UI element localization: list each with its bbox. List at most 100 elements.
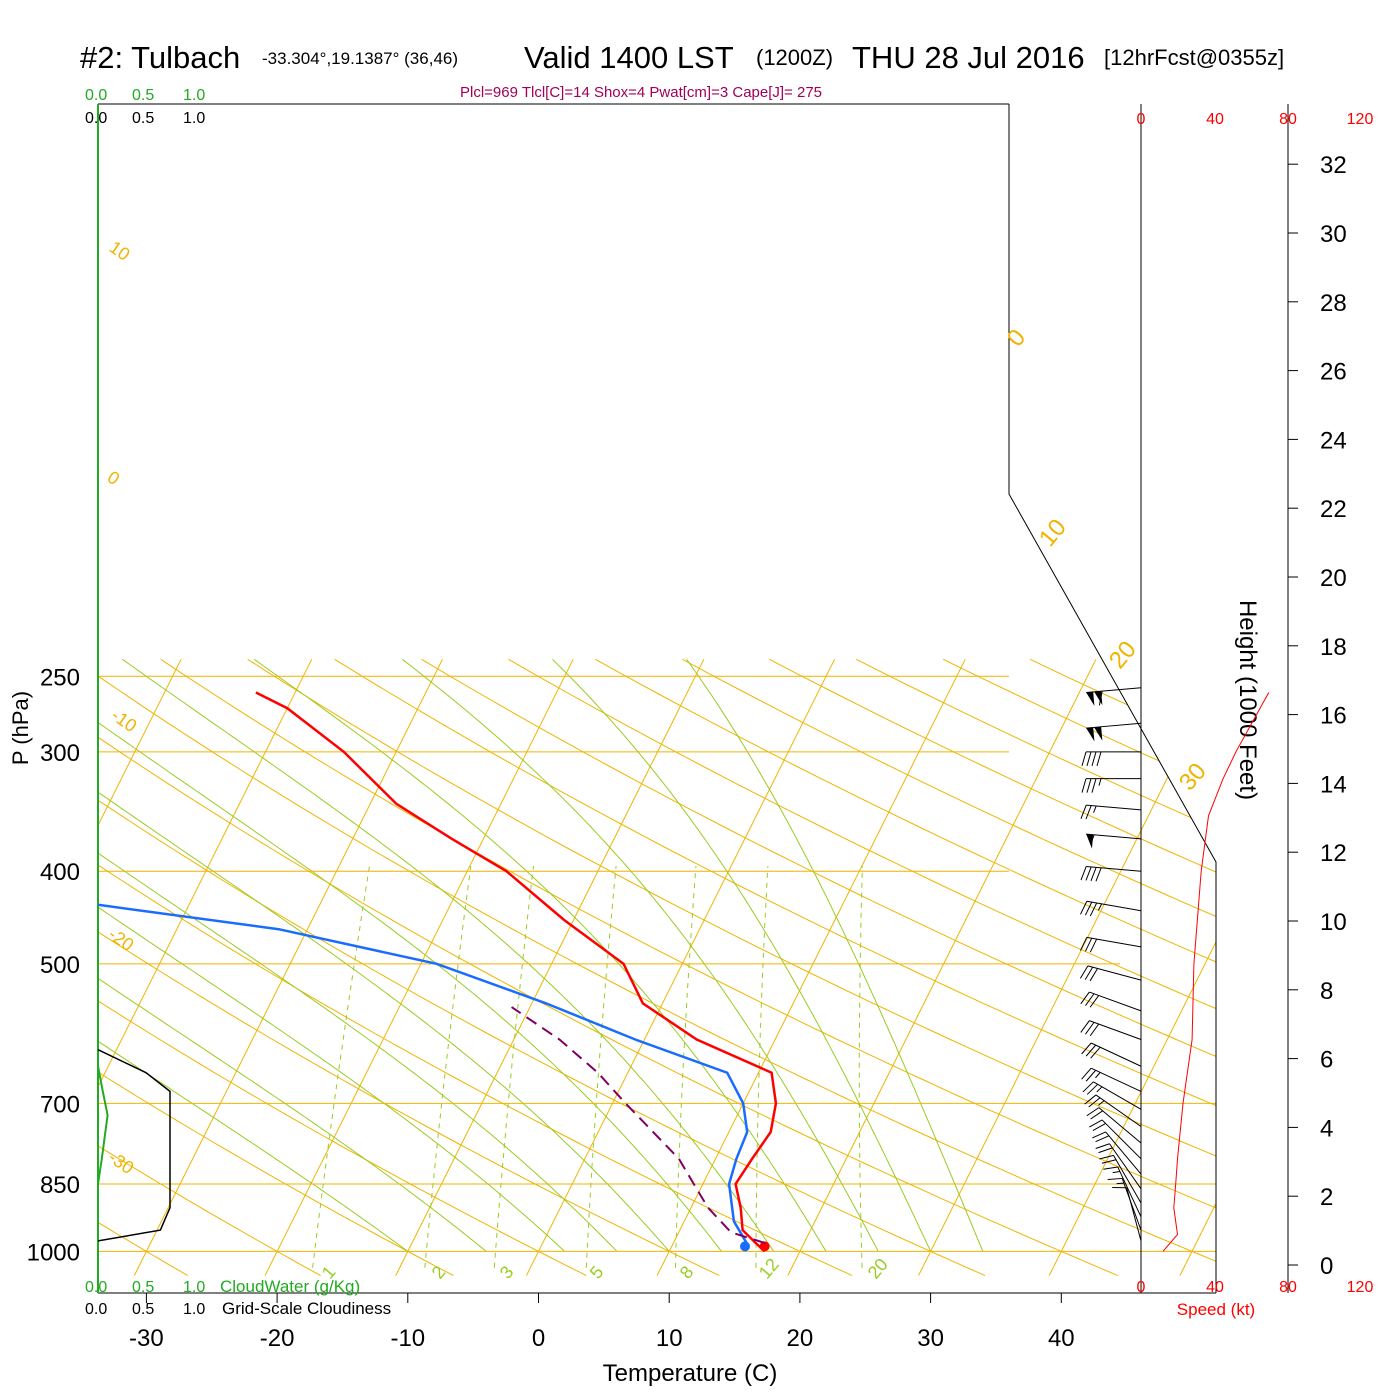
wind-barb-feather (1091, 778, 1097, 793)
speed-tick-top: 40 (1206, 111, 1224, 128)
mixing-ratio-label: 12 (755, 1254, 783, 1282)
forecast-info: [12hrFcst@0355z] (1104, 45, 1285, 70)
isotherm-label: -30 (105, 1147, 138, 1178)
height-tick-label: 24 (1320, 427, 1347, 454)
moist-adiabat (98, 658, 409, 1252)
dry-adiabat (98, 658, 321, 1277)
wind-barb (1080, 900, 1142, 917)
dry-adiabat (682, 658, 1216, 1277)
pressure-tick-label: 500 (40, 952, 80, 979)
wind-barb-feather (1089, 995, 1100, 1008)
wind-barbs (1079, 687, 1142, 1242)
wind-barb-feather (1090, 1046, 1101, 1059)
wind-barb-staff (1090, 1042, 1142, 1067)
isotherm-label: -10 (108, 705, 141, 736)
wind-barb-feather (1086, 1083, 1099, 1095)
wind-barb-staff (1090, 1067, 1142, 1092)
wind-barb-feather (1081, 751, 1087, 767)
height-tick-label: 14 (1320, 771, 1347, 798)
dry-adiabat (334, 658, 1216, 1277)
isotherm (787, 659, 1097, 1276)
wind-barb-half (1097, 903, 1103, 911)
wind-barb (1086, 687, 1142, 706)
moist-adiabat (253, 658, 827, 1252)
cloud-water-tick: 0.0 (85, 87, 107, 104)
wind-barb-feather (1080, 937, 1088, 951)
wind-barb-staff (1086, 865, 1142, 872)
wind-barb-feather (1089, 938, 1098, 953)
mixing-ratio-label: 20 (864, 1254, 892, 1282)
height-tick-label: 16 (1320, 703, 1347, 730)
dry-adiabat (421, 658, 1216, 1277)
wind-barb-feather (1099, 1154, 1114, 1160)
dry-adiabat (98, 658, 1216, 1277)
wind-barb-half (1091, 834, 1095, 842)
height-tick-label: 8 (1320, 978, 1333, 1005)
wind-barb-feather (1084, 901, 1093, 916)
wind-barb-flag (1086, 691, 1095, 706)
cloud-water-line (98, 1066, 109, 1185)
mixing-ratio-line (858, 865, 863, 1268)
cloudiness-line (98, 1049, 171, 1242)
dewpoint-line (98, 692, 749, 1252)
wind-barb-staff (1089, 1020, 1142, 1040)
wind-barb-feather (1089, 968, 1098, 982)
wind-barb-staff (1086, 833, 1142, 840)
mixing-ratio-label: 5 (586, 1262, 608, 1283)
height-tick-label: 28 (1320, 290, 1347, 317)
isotherm (264, 659, 574, 1276)
wind-barb-feather (1090, 867, 1097, 882)
wind-barb-feather (1079, 965, 1089, 979)
wind-barb (1081, 751, 1141, 767)
height-tick-label: 32 (1320, 152, 1347, 179)
cloudiness-tick: 0.5 (132, 1301, 154, 1318)
moist-adiabat (98, 658, 670, 1252)
height-tick-label: 20 (1320, 565, 1347, 592)
height-tick-label: 30 (1320, 221, 1347, 248)
temperature-line (255, 691, 778, 1253)
moist-adiabat (552, 658, 932, 1252)
wind-barb (1080, 936, 1142, 953)
wind-barb-staff (1086, 804, 1142, 811)
cloud-water-label: CloudWater (g/Kg) (220, 1277, 360, 1296)
wind-barb-feather (1088, 1097, 1101, 1108)
wind-barb-feather (1080, 991, 1090, 1005)
dry-adiabat (247, 658, 1216, 1277)
wind-barb-feather (1095, 1135, 1110, 1143)
wind-barb (1081, 1067, 1142, 1092)
wind-barb-half (1098, 1100, 1105, 1106)
height-tick-label: 0 (1320, 1253, 1333, 1280)
x-tick-label: -10 (390, 1325, 425, 1352)
valid-date: THU 28 Jul 2016 (852, 40, 1085, 75)
mixing-ratio-line (493, 865, 534, 1268)
wind-barb-staff (1101, 1119, 1142, 1160)
wind-barb-feather (1092, 1123, 1106, 1131)
wind-barb-feather (1091, 751, 1097, 767)
dry-adiabat (98, 658, 587, 1277)
wind-barb-feather (1095, 1143, 1110, 1149)
isotherm-label: 30 (1174, 758, 1212, 796)
wind-barb (1082, 1081, 1142, 1110)
wind-barb-staff (1095, 1094, 1142, 1127)
isotherm-label: 0 (104, 467, 124, 489)
wind-barb-half (1112, 1170, 1120, 1174)
parcel-line (511, 1006, 766, 1244)
wind-barb-feather (1101, 1159, 1117, 1164)
speed-tick-bottom: 40 (1206, 1279, 1224, 1296)
wind-barb-feather (1084, 937, 1093, 952)
speed-axis-title: Speed (kt) (1177, 1300, 1255, 1319)
frame-right (1008, 104, 1217, 1293)
wind-barb-feather (1085, 1069, 1097, 1082)
wind-barb (1080, 804, 1142, 820)
wind-barb-feather (1092, 1131, 1106, 1139)
cloudiness-tick: 0.0 (85, 110, 107, 127)
parcel-parameters: Plcl=969 Tlcl[C]=14 Shox=4 Pwat[cm]=3 Ca… (460, 84, 823, 101)
wind-barb-staff (1113, 1155, 1142, 1204)
mixing-ratio-line (424, 865, 472, 1268)
dry-adiabat (1029, 658, 1216, 1277)
cloud-water-tick: 1.0 (183, 87, 205, 104)
speed-tick-top: 0 (1137, 111, 1146, 128)
wind-barb (1080, 1020, 1142, 1040)
